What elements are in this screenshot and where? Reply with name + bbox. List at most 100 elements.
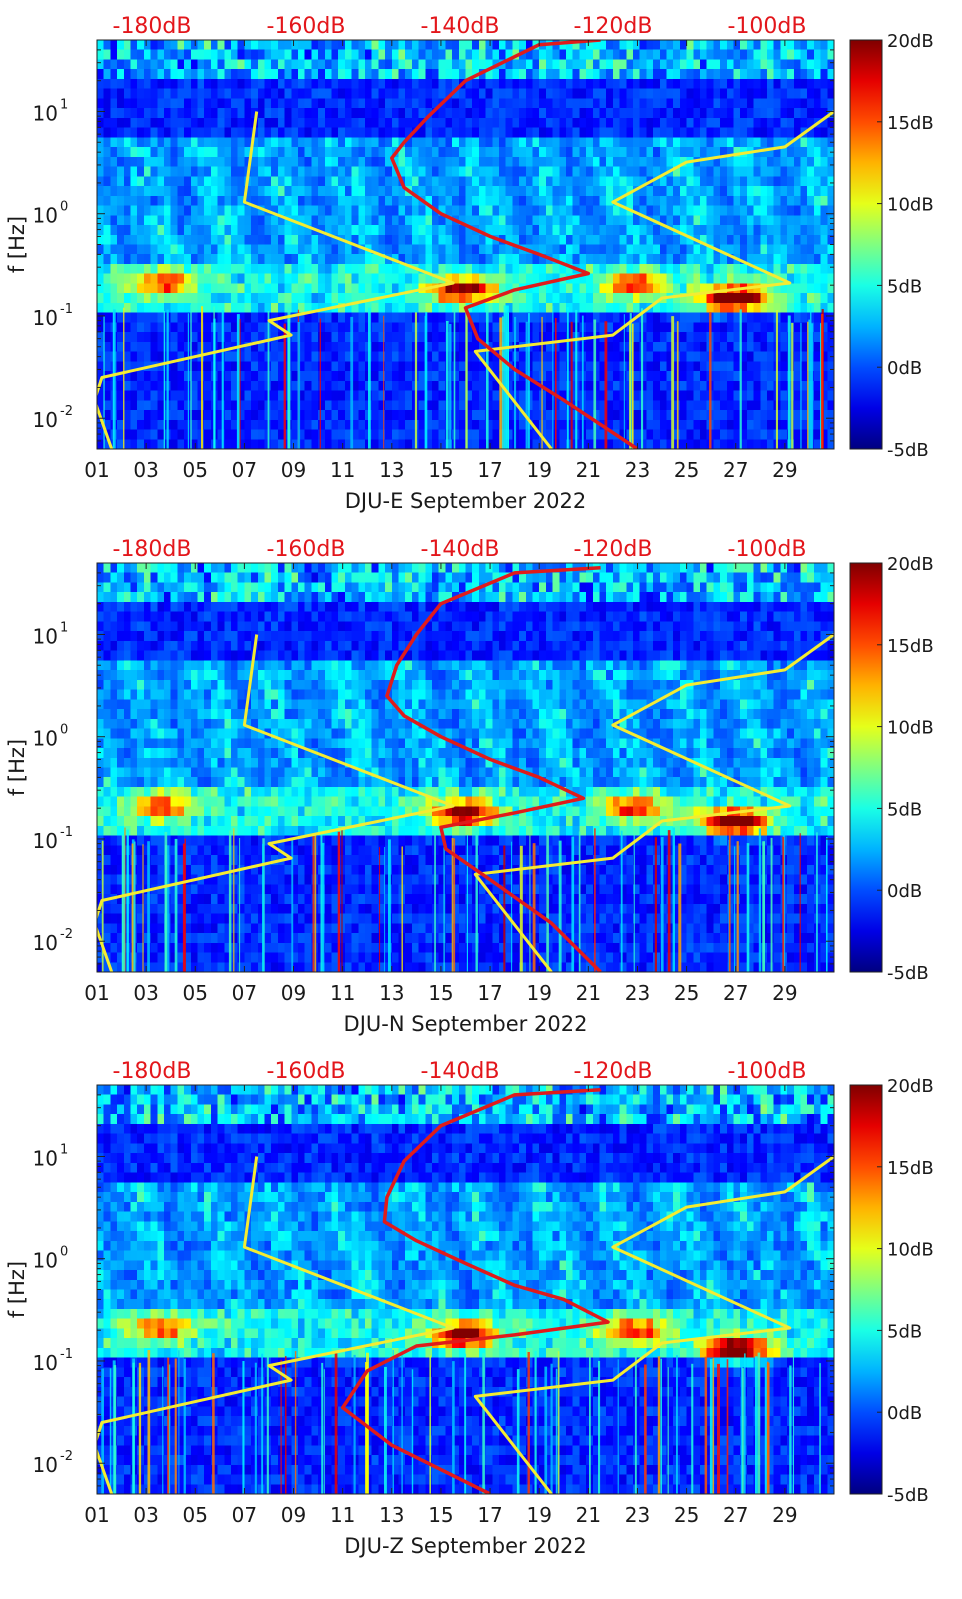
colorbar-gradient (849, 1084, 883, 1495)
colorbar-label: -5dB (887, 440, 929, 461)
x-tick-label: 05 (183, 981, 208, 1005)
x-tick-label: 07 (232, 1503, 257, 1527)
x-tick-label: 15 (428, 1503, 453, 1527)
colorbar-gradient (849, 562, 883, 973)
x-tick-label: 09 (281, 458, 306, 482)
x-tick-label: 05 (183, 458, 208, 482)
colorbar-gradient (849, 39, 883, 450)
x-tick-label: 27 (723, 458, 748, 482)
plot-area (97, 1085, 834, 1494)
x-tick-label: 23 (625, 981, 650, 1005)
x-tick-label: 25 (674, 981, 699, 1005)
transient-stripes (103, 304, 824, 449)
x-tick-label: 13 (379, 1503, 404, 1527)
colorbar-label: 0dB (887, 358, 922, 379)
y-tick-exponent: 1 (60, 620, 68, 635)
x-tick-label: 11 (330, 458, 355, 482)
x-tick-label: 21 (576, 458, 601, 482)
x-tick-label: 23 (625, 1503, 650, 1527)
x-tick-label: 03 (133, 1503, 158, 1527)
y-tick-exponent: -2 (60, 927, 73, 942)
transient-stripes (101, 827, 828, 972)
x-axis: 01 03 05 07 09 11 13 15 17 19 21 23 25 27 29 (84, 40, 798, 482)
top-db-axis: -180dB -160dB -140dB -120dB -100dB (113, 1059, 807, 1084)
curve-yellow_noise_model_high (473, 1155, 834, 1494)
colorbar-label: 5dB (887, 799, 922, 820)
y-tick-exponent: 1 (60, 1142, 68, 1157)
y-tick-exponent: 0 (60, 1245, 68, 1260)
x-tick-label: 07 (232, 981, 257, 1005)
curve-yellow_noise_model_high (473, 110, 834, 449)
colorbar-label: 15dB (887, 113, 934, 134)
y-tick-label: 10 (33, 1351, 58, 1375)
y-tick-exponent: 1 (60, 97, 68, 112)
x-tick-label: 11 (330, 981, 355, 1005)
colorbar-label: -5dB (887, 1485, 929, 1506)
y-tick-label: 10 (33, 1249, 58, 1273)
y-axis-label: f [Hz] (5, 1261, 29, 1318)
y-tick-label: 10 (33, 204, 58, 228)
x-tick-label: 03 (133, 981, 158, 1005)
x-tick-label: 19 (526, 1503, 551, 1527)
plot-area (97, 40, 834, 449)
y-axis-label: f [Hz] (5, 739, 29, 796)
colorbar-label: 15dB (887, 636, 934, 657)
colorbar-label: 20dB (887, 31, 934, 52)
colorbar-label: 10dB (887, 195, 934, 216)
y-tick-label: 10 (33, 1453, 58, 1477)
x-tick-label: 21 (576, 981, 601, 1005)
y-tick-exponent: -1 (60, 825, 73, 840)
y-tick-label: 10 (33, 624, 58, 648)
x-axis-label: DJU-Z September 2022 (344, 1534, 587, 1558)
x-tick-label: 29 (772, 1503, 797, 1527)
top-db-label: -120dB (574, 14, 653, 39)
x-tick-label: 17 (477, 458, 502, 482)
top-db-label: -160dB (267, 537, 346, 562)
x-axis-label: DJU-E September 2022 (345, 489, 586, 513)
x-tick-label: 25 (674, 1503, 699, 1527)
y-tick-exponent: -1 (60, 1347, 73, 1362)
colorbar: 20dB 15dB 10dB 5dB 0dB -5dB (849, 554, 934, 984)
x-tick-label: 19 (526, 981, 551, 1005)
top-db-label: -180dB (113, 537, 192, 562)
top-db-axis: -180dB -160dB -140dB -120dB -100dB (113, 14, 807, 39)
y-tick-exponent: -1 (60, 302, 73, 317)
colorbar-label: 15dB (887, 1158, 934, 1179)
x-tick-label: 09 (281, 981, 306, 1005)
x-tick-label: 17 (477, 1503, 502, 1527)
top-db-label: -160dB (267, 14, 346, 39)
x-tick-label: 23 (625, 458, 650, 482)
curve-yellow_noise_model_low (97, 634, 455, 972)
x-tick-label: 01 (84, 1503, 109, 1527)
top-db-label: -120dB (574, 537, 653, 562)
curve-yellow_noise_model_low (97, 1156, 455, 1494)
top-db-axis: -180dB -160dB -140dB -120dB -100dB (113, 537, 807, 562)
plot-area (97, 563, 834, 972)
y-tick-label: 10 (33, 1146, 58, 1170)
x-tick-label: 01 (84, 458, 109, 482)
colorbar-label: 10dB (887, 718, 934, 739)
y-tick-label: 10 (33, 306, 58, 330)
colorbar-label: 5dB (887, 276, 922, 297)
x-tick-label: 19 (526, 458, 551, 482)
y-tick-label: 10 (33, 931, 58, 955)
curve-yellow_noise_model_low (97, 111, 455, 449)
top-db-label: -160dB (267, 1059, 346, 1084)
x-tick-label: 05 (183, 1503, 208, 1527)
x-tick-label: 15 (428, 458, 453, 482)
top-db-label: -100dB (728, 1059, 807, 1084)
x-tick-label: 09 (281, 1503, 306, 1527)
colorbar-label: -5dB (887, 963, 929, 984)
y-tick-label: 10 (33, 727, 58, 751)
curve-yellow_noise_model_high (473, 633, 834, 972)
top-db-label: -100dB (728, 14, 807, 39)
x-tick-label: 03 (133, 458, 158, 482)
x-tick-label: 27 (723, 1503, 748, 1527)
x-tick-label: 29 (772, 981, 797, 1005)
colorbar-label: 5dB (887, 1321, 922, 1342)
